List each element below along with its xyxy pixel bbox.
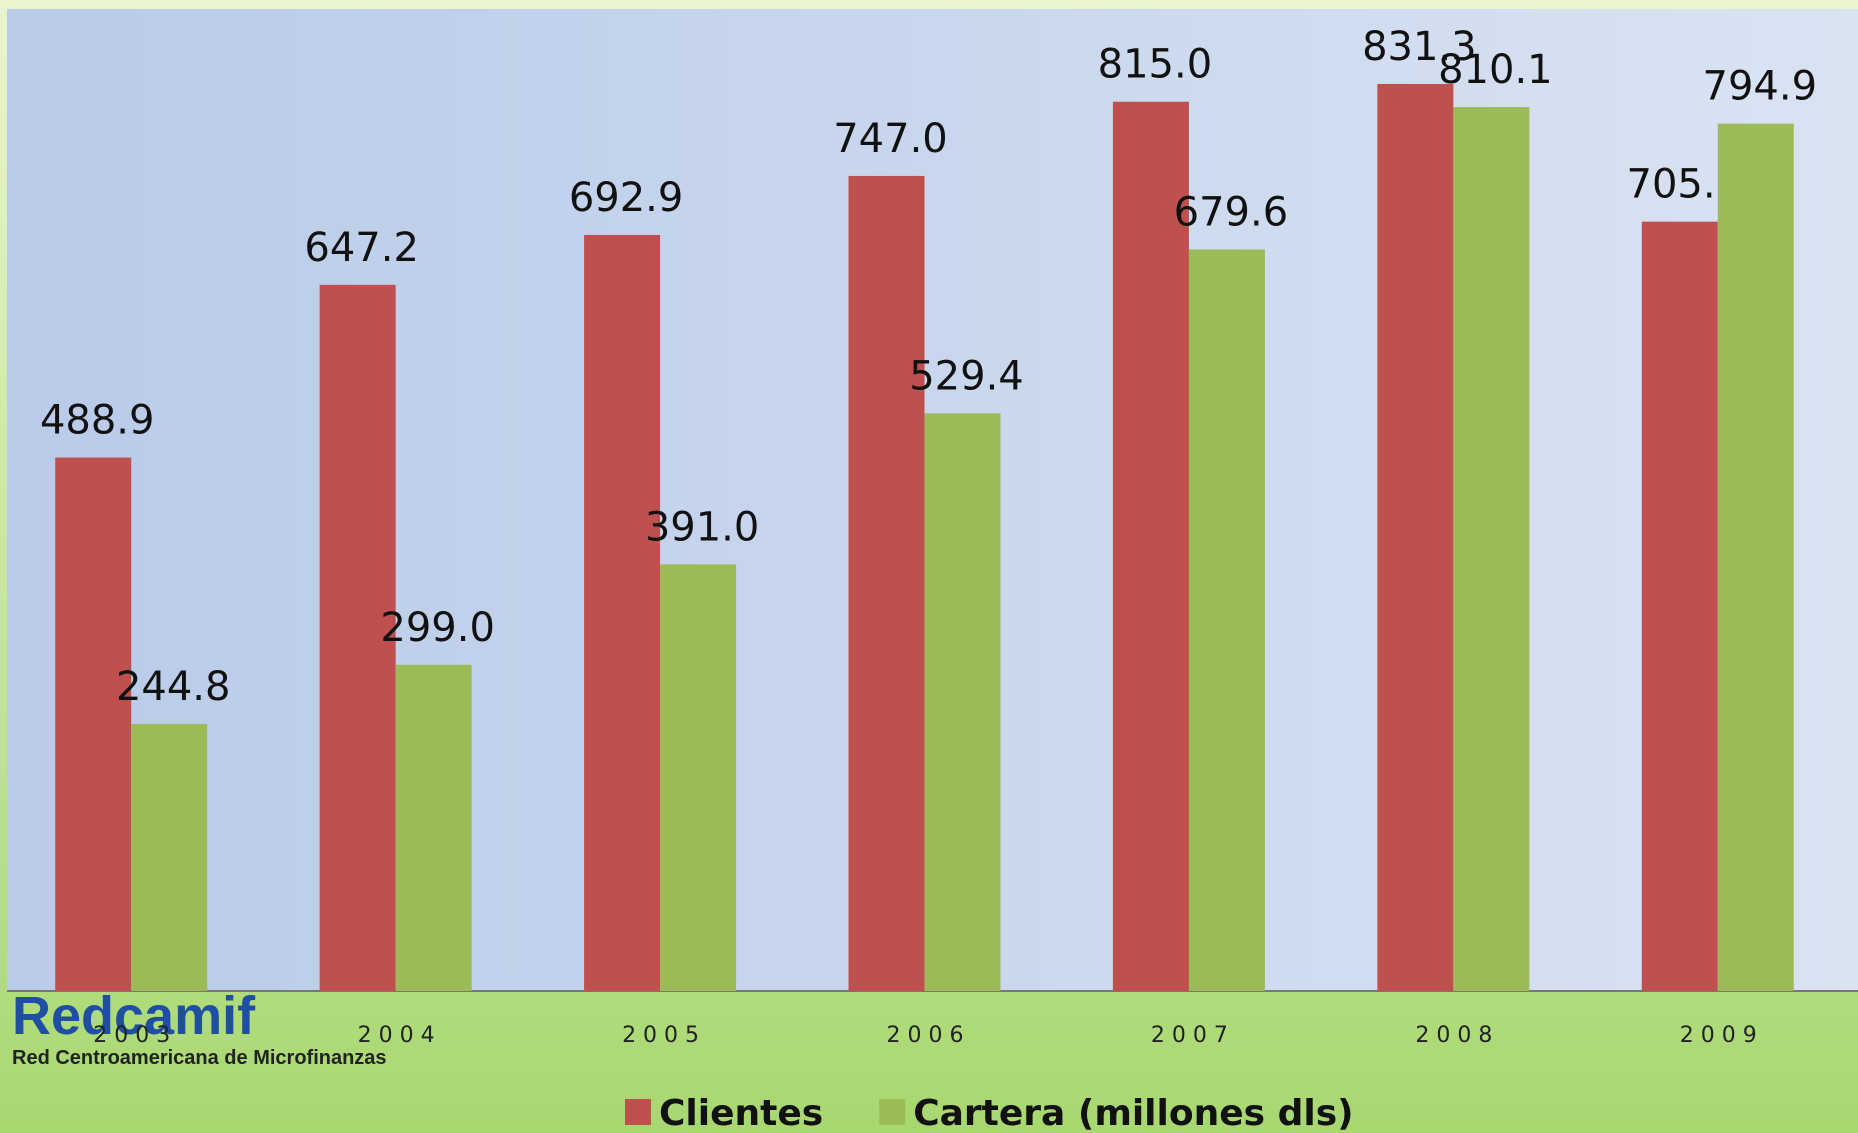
data-label: 794.9 bbox=[1703, 64, 1818, 110]
x-tick-label: 2006 bbox=[887, 1023, 971, 1048]
bar bbox=[131, 723, 208, 991]
data-label: 679.6 bbox=[1174, 189, 1289, 235]
x-tick-label: 2007 bbox=[1151, 1023, 1235, 1048]
data-label: 299.0 bbox=[380, 605, 495, 651]
data-label: 810.1 bbox=[1438, 47, 1553, 93]
bar bbox=[1112, 101, 1189, 991]
legend-swatch bbox=[879, 1099, 906, 1125]
bar bbox=[660, 564, 737, 991]
data-label: 488.9 bbox=[40, 398, 155, 444]
data-label: 647.2 bbox=[304, 225, 419, 271]
bar bbox=[319, 284, 396, 991]
bar bbox=[848, 175, 925, 991]
data-label: 244.8 bbox=[116, 664, 231, 710]
legend-label: Cartera (millones dls) bbox=[913, 1093, 1353, 1133]
logo-subtitle: Red Centroamericana de Microfinanzas bbox=[12, 1047, 387, 1069]
x-tick-label: 2005 bbox=[622, 1023, 706, 1048]
bar bbox=[924, 413, 1001, 991]
data-label: 815.0 bbox=[1098, 42, 1213, 88]
x-tick-label: 2003 bbox=[93, 1023, 177, 1048]
bar bbox=[584, 234, 661, 991]
legend-label: Clientes bbox=[659, 1093, 823, 1133]
x-tick-label: 2004 bbox=[358, 1023, 442, 1048]
bar bbox=[1717, 123, 1794, 991]
data-label: 529.4 bbox=[909, 353, 1024, 399]
legend: Clientes Cartera (millones dls) bbox=[625, 1093, 1354, 1133]
logo-title: Redcamif bbox=[12, 986, 256, 1046]
data-label: 831.3 bbox=[1362, 24, 1477, 70]
bar bbox=[395, 664, 472, 991]
data-label: 692.9 bbox=[569, 175, 684, 221]
data-label: 747.0 bbox=[833, 116, 948, 162]
bar bbox=[55, 457, 132, 991]
bar bbox=[1377, 83, 1454, 991]
legend-swatch bbox=[625, 1099, 651, 1125]
bar bbox=[1641, 221, 1718, 991]
bar bbox=[1188, 249, 1265, 991]
x-tick-label: 2009 bbox=[1680, 1023, 1764, 1048]
x-tick-label: 2008 bbox=[1415, 1023, 1499, 1048]
bar bbox=[1453, 107, 1530, 992]
data-label: 391.0 bbox=[645, 504, 760, 550]
